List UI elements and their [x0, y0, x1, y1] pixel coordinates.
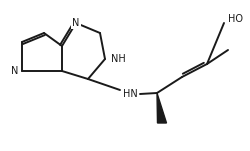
- Polygon shape: [157, 93, 166, 123]
- Text: HN: HN: [122, 89, 138, 99]
- Text: NH: NH: [111, 54, 126, 64]
- Text: N: N: [10, 66, 18, 76]
- Text: HO: HO: [228, 14, 243, 24]
- Text: N: N: [72, 18, 80, 28]
